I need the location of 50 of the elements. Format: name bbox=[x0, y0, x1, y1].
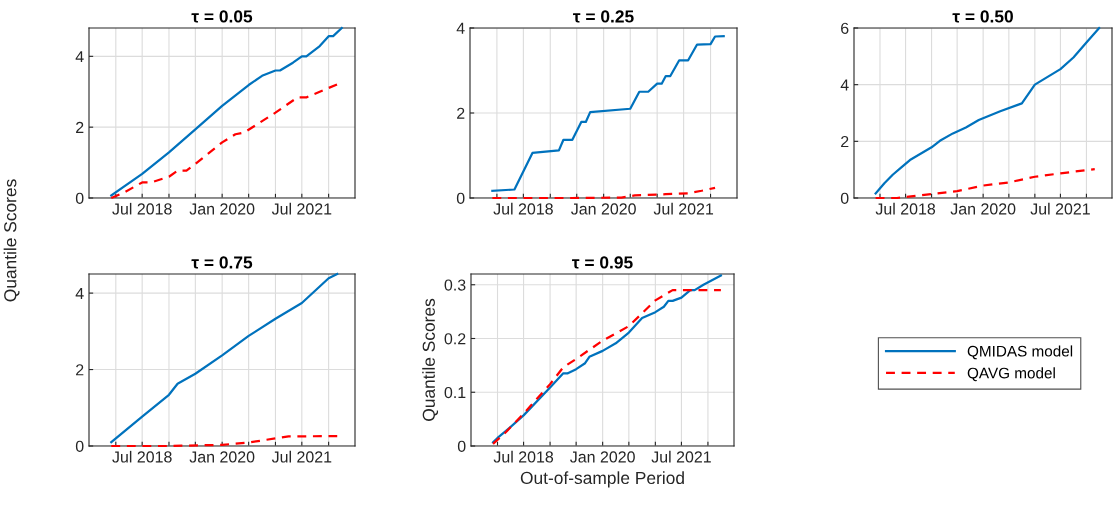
legend-label: QAVG model bbox=[967, 367, 1055, 382]
chart-title: τ = 0.25 bbox=[572, 10, 634, 23]
y-tick-label: 0 bbox=[75, 440, 84, 452]
y-tick-label: 4 bbox=[75, 51, 84, 63]
line-series bbox=[491, 34, 725, 192]
y-tick-label: 6 bbox=[841, 22, 849, 34]
y-tick-label: 0 bbox=[840, 192, 849, 204]
y-tick-label: 4 bbox=[840, 79, 849, 91]
x-tick-label: Jul 2018 bbox=[112, 450, 172, 463]
chart-title: τ = 0.05 bbox=[191, 10, 253, 23]
x-axis-title: Out-of-sample Period bbox=[520, 471, 684, 488]
y-axis-title: Quantile Scores bbox=[422, 298, 439, 421]
line-series bbox=[110, 26, 343, 197]
y-tick-label: 2 bbox=[76, 364, 84, 376]
y-tick-label: 2 bbox=[457, 107, 465, 119]
x-tick-label: Jul 2021 bbox=[651, 450, 711, 463]
chart-title: τ = 0.95 bbox=[571, 256, 633, 269]
x-tick-label: Jul 2018 bbox=[875, 202, 936, 215]
line-series bbox=[874, 26, 1101, 195]
x-tick-label: Jul 2018 bbox=[112, 202, 172, 215]
x-tick-label: Jan 2020 bbox=[950, 203, 1016, 215]
line-series bbox=[491, 186, 717, 200]
y-tick-label: 4 bbox=[456, 22, 465, 34]
x-tick-label: Jul 2021 bbox=[653, 202, 714, 215]
y-tick-label: 2 bbox=[76, 121, 84, 133]
x-tick-label: Jul 2018 bbox=[493, 450, 554, 463]
y-tick-label: 0.2 bbox=[444, 333, 466, 345]
y-tick-label: 0.3 bbox=[444, 279, 466, 291]
x-tick-label: Jan 2020 bbox=[189, 203, 255, 215]
x-tick-label: Jan 2020 bbox=[571, 203, 636, 215]
line-series bbox=[110, 272, 339, 444]
x-tick-label: Jan 2020 bbox=[189, 451, 255, 463]
line-series bbox=[874, 167, 1096, 200]
line-series bbox=[110, 83, 339, 200]
line-series bbox=[110, 434, 339, 448]
chart-title: τ = 0.50 bbox=[952, 10, 1013, 23]
y-axis-title: Quantile Scores bbox=[3, 179, 20, 302]
chart-title: τ = 0.75 bbox=[191, 256, 253, 269]
y-tick-label: 2 bbox=[841, 135, 849, 148]
y-tick-label: 0 bbox=[456, 192, 465, 204]
legend-label: QMIDAS model bbox=[967, 345, 1073, 360]
x-tick-label: Jan 2020 bbox=[570, 451, 635, 463]
x-tick-label: Jul 2021 bbox=[1030, 202, 1090, 215]
y-tick-label: 4 bbox=[75, 287, 84, 299]
y-tick-label: 0 bbox=[75, 192, 84, 204]
x-tick-label: Jul 2021 bbox=[271, 450, 332, 463]
y-tick-label: 0 bbox=[457, 440, 466, 452]
x-tick-label: Jul 2021 bbox=[271, 202, 332, 215]
y-tick-label: 0.1 bbox=[444, 386, 466, 399]
x-tick-label: Jul 2018 bbox=[493, 202, 553, 215]
